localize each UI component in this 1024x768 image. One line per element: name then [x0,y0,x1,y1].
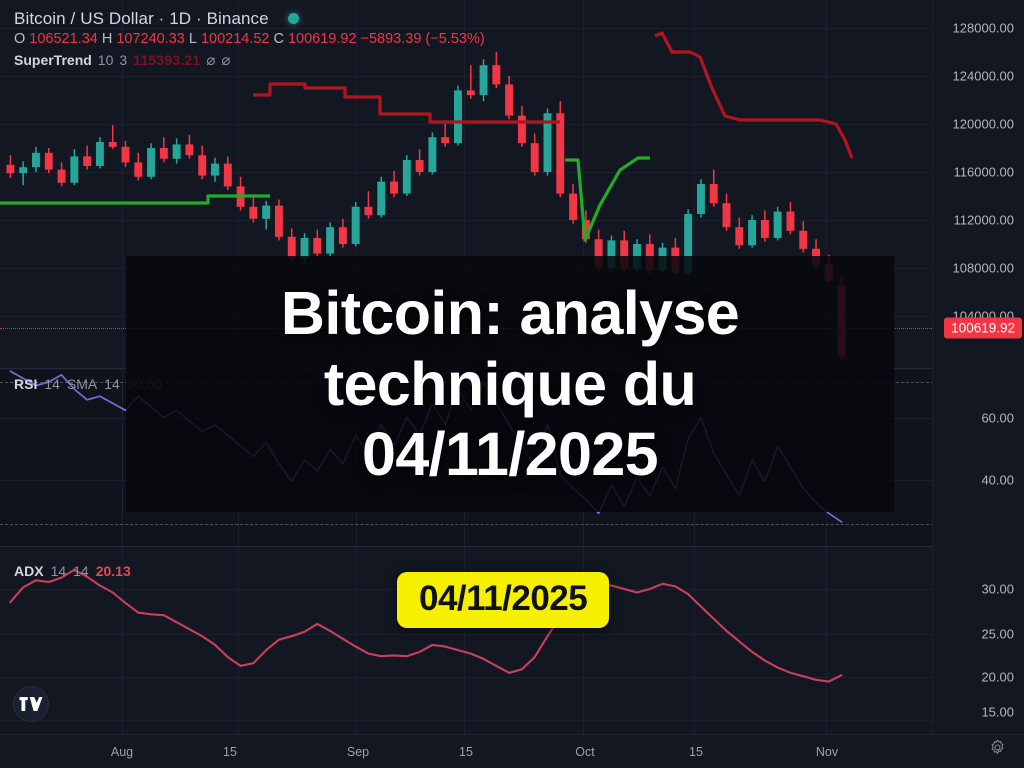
ohlc-high-value: 107240.33 [116,30,185,47]
supertrend-name: SuperTrend [14,52,92,69]
rsi-param2: 14 [104,376,120,392]
symbol-row[interactable]: Bitcoin / US Dollar · 1D · Binance [14,8,485,30]
adx-axis-label: 15.00 [981,704,1014,720]
ohlc-high-key: H [101,30,113,47]
ohlc-close-value: 100619.92 [287,30,357,47]
rsi-sma-label: SMA [66,376,98,392]
adx-param1: 14 [50,563,67,579]
ohlc-open-key: O [14,30,26,47]
adx-axis-label: 30.00 [981,581,1014,597]
ohlc-row: O 106521.34 H 107240.33 L 100214.52 C 10… [14,30,485,49]
tradingview-logo[interactable] [13,686,49,722]
tradingview-monogram-icon [19,697,43,711]
supertrend-legend[interactable]: SuperTrend 10 3 115393.21 ⌀ ⌀ [14,51,485,69]
adx-axis-label: 25.00 [981,626,1014,642]
title-overlay: Bitcoin: analyse technique du 04/11/2025 [126,256,894,512]
ohlc-open-value: 106521.34 [29,30,98,47]
adx-param2: 14 [73,563,89,579]
supertrend-param1: 10 [97,52,114,69]
chart-settings-gear-icon[interactable] [989,739,1006,756]
time-axis-label: 15 [459,745,473,759]
adx-value: 20.13 [95,563,131,579]
time-axis-label: Sep [346,745,370,759]
rsi-name: RSI [14,376,38,392]
time-axis-label: Oct [575,745,595,759]
adx-axis-label: 20.00 [981,669,1014,685]
price-axis-label: 112000.00 [953,212,1015,228]
price-scale[interactable]: 128000.00 124000.00 120000.00 116000.00 … [932,0,1024,734]
price-axis-label: 120000.00 [952,116,1014,132]
time-axis-label: Nov [815,745,839,759]
supertrend-null-2: ⌀ [221,52,231,70]
market-open-dot [287,13,299,25]
ohlc-close-key: C [273,30,284,47]
price-axis-label: 108000.00 [952,260,1014,276]
rsi-axis-label: 60.00 [981,410,1014,426]
supertrend-null-1: ⌀ [206,52,216,70]
title-line-3: 04/11/2025 [362,420,659,489]
time-axis-label: 15 [223,745,237,759]
time-scale[interactable]: Aug 15 Sep 15 Oct 15 Nov [0,734,1024,768]
adx-name: ADX [14,563,44,579]
title-line-1: Bitcoin: analyse [280,278,740,347]
rsi-param1: 14 [44,376,60,392]
supertrend-value: 115393.21 [133,52,201,69]
time-axis-label: Aug [110,745,134,759]
time-axis-label: 15 [689,745,703,759]
chart-legend: Bitcoin / US Dollar · 1D · Binance O 106… [14,8,485,69]
date-badge: 04/11/2025 [397,572,610,628]
last-price-badge: 100619.92 [944,317,1022,339]
page-title: Bitcoin: analyse technique du 04/11/2025 [265,278,755,490]
ohlc-low-value: 100214.52 [200,30,270,47]
adx-legend[interactable]: ADX 14 14 20.13 [14,563,131,579]
symbol-title: Bitcoin / US Dollar · 1D · Binance [14,9,269,28]
price-axis-label: 116000.00 [953,164,1015,180]
supertrend-param2: 3 [119,52,128,69]
rsi-axis-label: 40.00 [981,472,1014,488]
ohlc-change: −5893.39 (−5.53%) [360,30,485,47]
title-line-2: technique du [323,349,697,418]
ohlc-low-key: L [188,30,197,47]
rsi-oversold-band [0,524,1024,525]
price-axis-label: 128000.00 [952,20,1014,36]
adx-series [9,568,843,683]
price-axis-label: 124000.00 [952,68,1014,84]
